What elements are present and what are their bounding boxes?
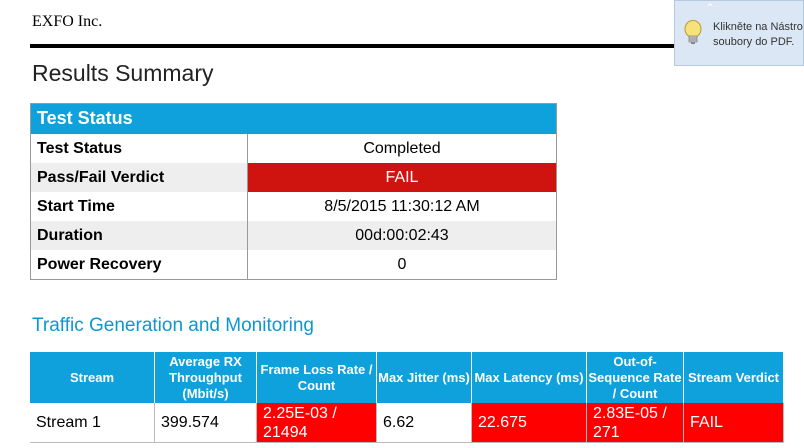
test-status-table: Test Status Test Status Completed Pass/F… bbox=[30, 103, 557, 280]
column-header: Max Jitter (ms) bbox=[377, 352, 472, 403]
throughput-cell: 399.574 bbox=[155, 403, 257, 443]
status-label: Start Time bbox=[31, 192, 248, 221]
jitter-cell: 6.62 bbox=[377, 403, 472, 443]
stream-cell: Stream 1 bbox=[30, 403, 155, 443]
column-header: Max Latency (ms) bbox=[472, 352, 587, 403]
status-row: Test Status Completed bbox=[31, 134, 556, 163]
toast-line: soubory do PDF. bbox=[713, 36, 795, 48]
status-value: Completed bbox=[363, 140, 441, 157]
column-header: Stream Verdict bbox=[684, 352, 784, 403]
status-label: Pass/Fail Verdict bbox=[31, 163, 248, 192]
column-header: Out-of-Sequence Rate / Count bbox=[587, 352, 684, 403]
test-status-heading: Test Status bbox=[31, 104, 556, 134]
traffic-table: Stream Average RX Throughput (Mbit/s) Fr… bbox=[30, 352, 784, 448]
status-row: Pass/Fail Verdict FAIL bbox=[31, 163, 556, 192]
pdf-notification-toast[interactable]: ⌃ Klikněte na Nástro soubory do PDF. bbox=[674, 0, 804, 66]
status-row: Duration 00d:00:02:43 bbox=[31, 221, 556, 250]
column-header: Frame Loss Rate / Count bbox=[257, 352, 377, 403]
verdict-value: FAIL bbox=[248, 163, 556, 192]
toast-message: Klikněte na Nástro soubory do PDF. bbox=[713, 20, 803, 50]
status-row: Start Time 8/5/2015 11:30:12 AM bbox=[31, 192, 556, 221]
frame-loss-cell: 2.25E-03 / 21494 bbox=[257, 403, 377, 443]
stream-verdict-cell: FAIL bbox=[684, 403, 784, 443]
column-header: Average RX Throughput (Mbit/s) bbox=[155, 352, 257, 403]
status-label: Power Recovery bbox=[31, 250, 248, 279]
status-value: 0 bbox=[397, 256, 407, 273]
company-name: EXFO Inc. bbox=[32, 13, 103, 30]
header-divider bbox=[30, 44, 804, 48]
status-value: 8/5/2015 11:30:12 AM bbox=[324, 198, 480, 215]
lightbulb-icon bbox=[684, 20, 702, 44]
status-label: Test Status bbox=[31, 134, 248, 163]
page-title: Results Summary bbox=[32, 60, 214, 86]
chevron-up-icon[interactable]: ⌃ bbox=[705, 1, 716, 15]
status-label: Duration bbox=[31, 221, 248, 250]
status-row: Power Recovery 0 bbox=[31, 250, 556, 279]
column-header: Stream bbox=[30, 352, 155, 403]
latency-cell: 22.675 bbox=[472, 403, 587, 443]
out-of-sequence-cell: 2.83E-05 / 271 bbox=[587, 403, 684, 443]
toast-line: Klikněte na Nástro bbox=[713, 21, 803, 33]
table-header-row: Stream Average RX Throughput (Mbit/s) Fr… bbox=[30, 352, 784, 403]
traffic-heading: Traffic Generation and Monitoring bbox=[32, 315, 314, 336]
table-row: Stream 1 399.574 2.25E-03 / 21494 6.62 2… bbox=[30, 403, 784, 443]
status-value: 00d:00:02:43 bbox=[355, 227, 449, 244]
